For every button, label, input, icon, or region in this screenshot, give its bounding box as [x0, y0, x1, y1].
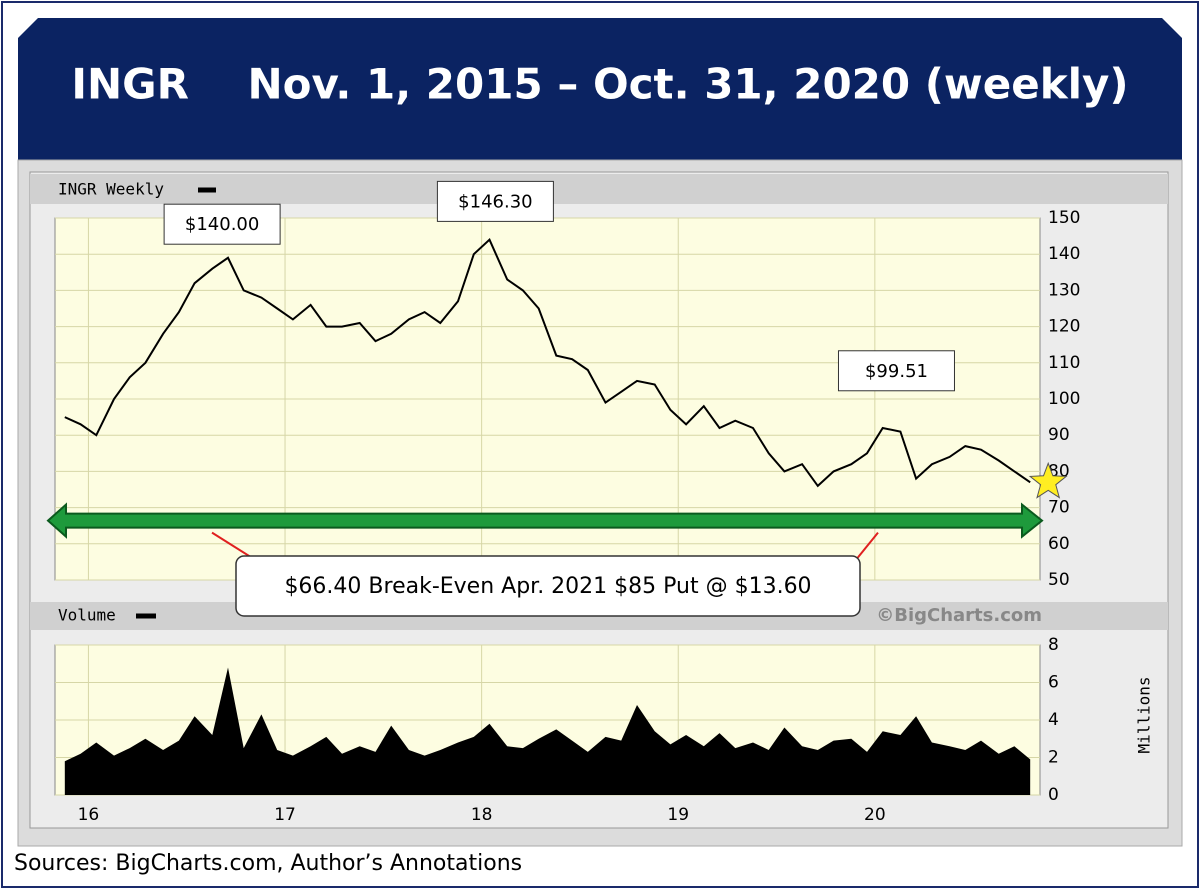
callout-box	[235, 555, 861, 617]
annotation-box	[436, 180, 554, 222]
annotation-text: $140.00	[185, 214, 259, 235]
y-tick-label: 140	[1048, 244, 1080, 264]
y-tick-label: 90	[1048, 425, 1070, 445]
break-even-arrow	[46, 502, 1044, 539]
y-tick-label: 110	[1048, 353, 1080, 373]
y-axis-label: Millions	[1135, 676, 1154, 753]
x-tick-label: 16	[78, 805, 100, 825]
x-tick-label: 18	[471, 805, 493, 825]
price-line	[64, 238, 1031, 488]
y-tick-label: 50	[1048, 570, 1070, 590]
y-tick-label: 6	[1048, 673, 1059, 693]
x-tick-label: 20	[864, 805, 886, 825]
x-tick-label: 17	[274, 805, 296, 825]
y-tick-label: 60	[1048, 534, 1070, 554]
sources: Sources: BigCharts.com, Author’s Annotat…	[14, 851, 522, 876]
y-tick-label: 100	[1048, 389, 1080, 409]
y-tick-label: 70	[1048, 498, 1070, 518]
y-tick-label: 130	[1048, 280, 1080, 300]
volume-area	[64, 667, 1031, 795]
y-tick-label: 4	[1048, 710, 1059, 730]
watermark: ©BigCharts.com	[876, 605, 1042, 626]
annotation-text: $146.30	[458, 191, 532, 212]
legend-volume: Volume	[58, 606, 116, 625]
annotation-box	[837, 350, 955, 392]
y-tick-label: 150	[1048, 208, 1080, 228]
annotation-box	[163, 203, 281, 245]
star	[1028, 461, 1068, 499]
annotation-text: $99.51	[865, 361, 928, 382]
callout-text: $66.40 Break-Even Apr. 2021 $85 Put @ $1…	[284, 574, 811, 599]
x-tick-label: 19	[667, 805, 689, 825]
y-tick-label: 120	[1048, 317, 1080, 337]
title-banner	[18, 18, 1182, 160]
y-tick-label: 8	[1048, 635, 1059, 655]
legend-price: INGR Weekly	[58, 180, 164, 199]
price-header	[30, 174, 1168, 204]
y-tick-label: 2	[1048, 748, 1059, 768]
y-tick-label: 0	[1048, 785, 1059, 805]
chart-title: INGR Nov. 1, 2015 – Oct. 31, 2020 (weekl…	[71, 60, 1128, 109]
